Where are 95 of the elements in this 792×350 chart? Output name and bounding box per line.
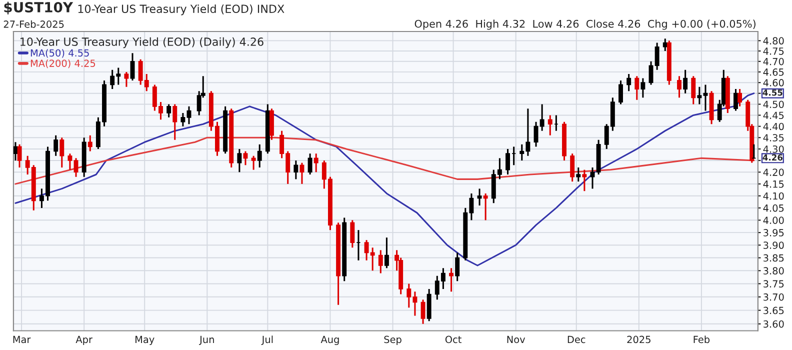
chart-title: $UST10Y [4,2,74,14]
x-tick-label: Feb [694,336,710,344]
candlestick [582,169,587,192]
y-tick-label: 3.65 [764,306,784,314]
x-tick-label: Nov [507,336,526,344]
y-tick-label: 4.05 [763,204,784,212]
candlestick [420,298,426,325]
x-tick-label: Jul [261,336,273,345]
y-tick-label: 4.15 [763,180,784,188]
y-tick-label: 4.10 [763,192,784,200]
y-tick-label: 3.60 [764,320,784,328]
candlestick [590,166,595,190]
candlestick [734,88,738,112]
annotation: 4.26 [762,154,783,161]
y-tick-label: 3.80 [764,267,784,274]
x-tick-label: Mar [13,336,31,344]
candlestick [626,73,632,92]
line-series [14,92,755,266]
candlestick [540,103,544,132]
candlestick [449,267,454,292]
y-tick-label: 3.85 [764,254,784,262]
candlestick [477,188,482,206]
candlestick [257,144,262,168]
candlestick [88,134,92,152]
y-tick-label: 4.80 [763,37,784,45]
candlestick [648,60,654,86]
candlestick [308,152,312,176]
candlestick [17,144,22,168]
x-tick-label: 2025 [627,336,650,344]
candlestick [634,75,640,101]
annotation: 4.55 [762,90,782,96]
candlestick [683,69,688,94]
candlestick [384,236,389,269]
candlestick [294,160,298,180]
candlestick [180,112,186,128]
candlestick [483,192,488,221]
x-tick-label: Aug [320,336,339,346]
candlestick [300,162,304,185]
y-tick-label: 4.70 [763,58,784,66]
y-tick-label: 4.00 [763,216,784,224]
candlestick [251,155,256,171]
y-tick-label: 4.45 [763,112,784,120]
candlestick [691,75,696,105]
candlestick [534,121,538,148]
y-tick-label: 4.60 [763,79,784,86]
candlestick [654,42,660,71]
x-tick-label: Jun [199,336,214,345]
candlestick [237,148,242,173]
candlestick [738,88,742,108]
candlestick [124,71,129,88]
y-tick-label: 4.35 [763,134,784,142]
candlestick [54,134,58,157]
candlestick [548,114,552,136]
candlestick [243,150,248,166]
y-tick-label: 4.40 [763,122,784,130]
candlestick [172,103,178,141]
y-tick-label: 3.95 [764,229,784,236]
text: 27-Feb-2025 [4,20,64,28]
y-tick-label: 3.75 [764,280,784,288]
candlestick [166,103,172,118]
x-tick-label: Apr [76,336,92,346]
candlestick [506,148,510,176]
text: Open 4.26 High 4.32 Low 4.26 Close 4.26 Chg +0.00 (+0.05%) [414,20,756,30]
y-tick-label: 3.90 [764,242,784,249]
candlestick [455,252,460,282]
legend-label: MA(50) 4.55 [30,49,89,58]
x-tick-label: Oct [445,336,462,344]
y-tick-label: 4.50 [763,100,784,108]
candlestick [570,152,575,182]
candlestick [640,78,646,98]
candlestick [68,152,72,171]
candlestick [13,141,18,162]
candlestick [662,38,668,52]
y-tick-label: 4.20 [763,168,784,176]
legend-title: 10-Year US Treasury Yield (EOD) (Daily) 4.26 [20,37,264,48]
candlestick [618,80,623,105]
candlestick [314,152,318,173]
x-tick-label: Sep [384,336,402,346]
candlestick [350,219,355,248]
y-tick-label: 3.70 [764,293,784,301]
legend-label: MA(200) 4.25 [30,59,96,68]
candlestick [576,166,581,182]
candlestick [703,84,708,112]
x-tick-label: Dec [568,336,586,344]
candlestick [60,136,64,168]
y-tick-label: 4.75 [763,48,784,55]
x-tick-label: May [136,336,154,346]
candlestick [378,249,383,274]
candlestick [186,106,192,125]
y-tick-label: 4.65 [763,68,784,76]
chart-subtitle: 10-Year US Treasury Yield (EOD) INDX [78,4,284,16]
candlestick [697,86,702,105]
y-tick-label: 4.30 [763,145,784,153]
candlestick [74,157,78,178]
candlestick [677,75,682,98]
